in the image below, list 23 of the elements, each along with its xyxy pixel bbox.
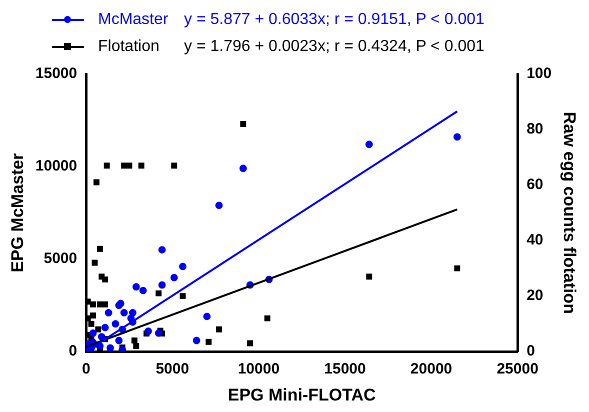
x-tick-label: 20000 bbox=[410, 360, 452, 378]
legend-label: Flotation bbox=[98, 37, 160, 57]
y2-tick-label: 60 bbox=[526, 176, 544, 194]
y2-tick-label: 100 bbox=[526, 65, 552, 82]
y-tick-label: 5000 bbox=[44, 250, 78, 268]
text: y = 1.796 + 0.0023x; r = 0.4324, P < 0.001 bbox=[184, 37, 484, 57]
x-tick-label: 5000 bbox=[156, 360, 190, 378]
y-tick-label: 10000 bbox=[35, 158, 78, 175]
y-tick-label: 0 bbox=[68, 342, 78, 360]
x-tick-label: 0 bbox=[82, 360, 90, 378]
legend-label: McMaster bbox=[98, 10, 170, 30]
x-axis-title: EPG Mini-FLOTAC bbox=[228, 385, 376, 404]
x-tick-label: 15000 bbox=[324, 360, 366, 378]
y2-tick-label: 40 bbox=[526, 232, 544, 249]
y2-tick-label: 20 bbox=[526, 287, 544, 304]
y2-tick-label: 0 bbox=[526, 342, 535, 360]
x-tick-label: 10000 bbox=[238, 360, 280, 378]
y-tick-label: 15000 bbox=[35, 65, 78, 82]
text: y = 5.877 + 0.6033x; r = 0.9151, P < 0.001 bbox=[184, 10, 484, 30]
y-axis-title: EPG McMaster bbox=[8, 152, 27, 272]
y2-axis-title: Raw egg counts flotation bbox=[560, 112, 580, 314]
y2-tick-label: 80 bbox=[526, 120, 544, 138]
x-tick-label: 25000 bbox=[496, 360, 538, 378]
